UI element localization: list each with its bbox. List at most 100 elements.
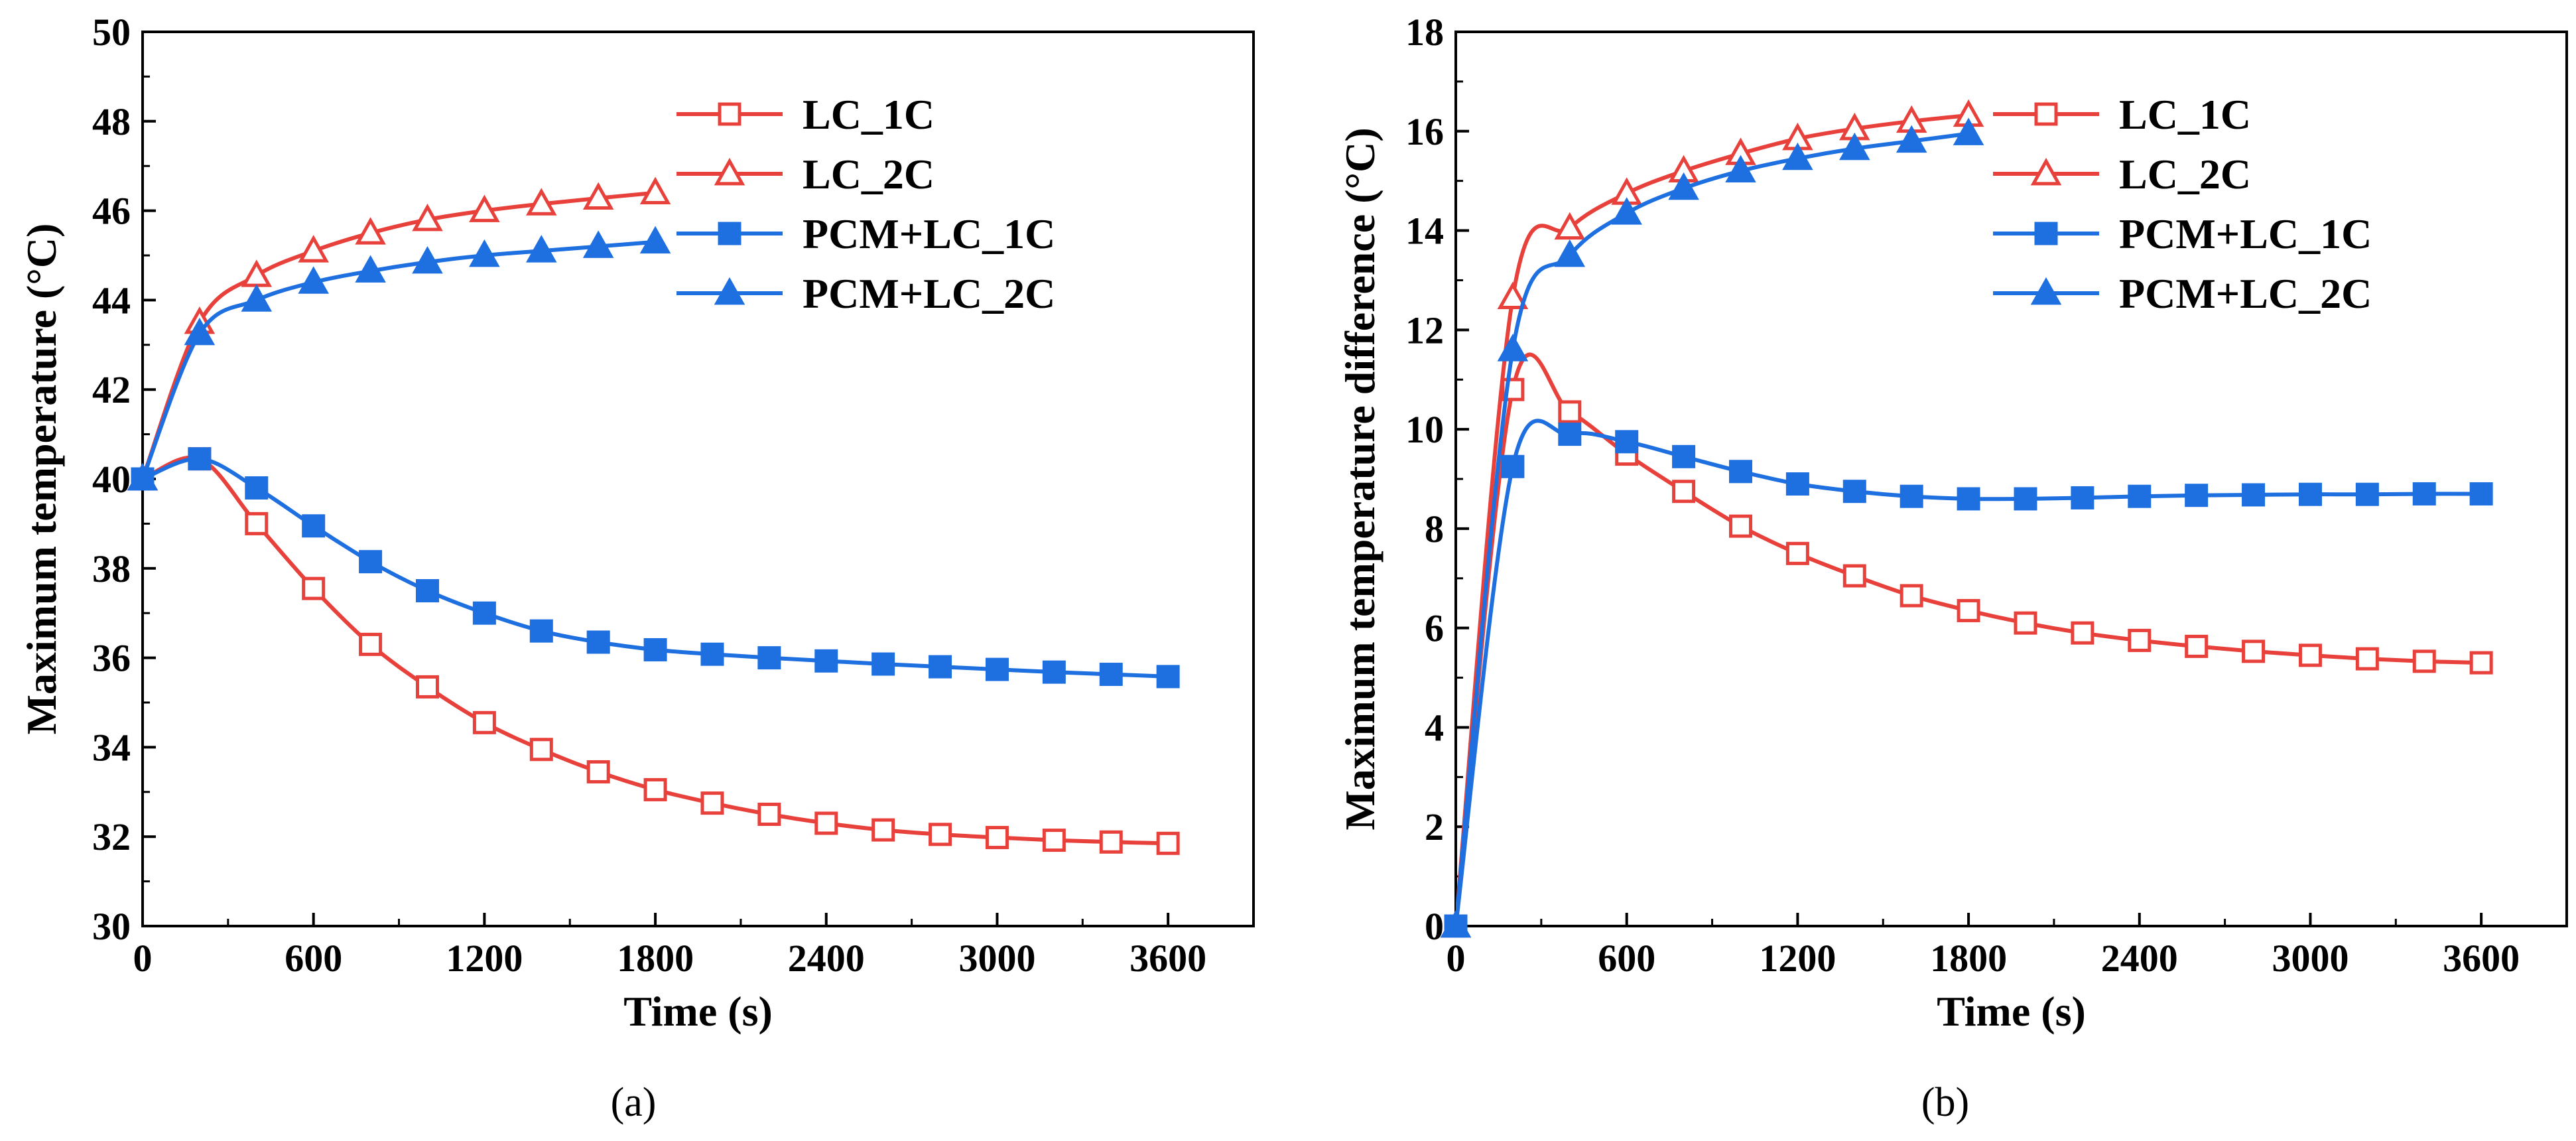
legend-marker [714, 277, 745, 305]
data-point [529, 738, 553, 762]
x-tick-label: 3000 [958, 937, 1035, 980]
data-point [184, 317, 216, 346]
data-point [359, 550, 383, 574]
data-point [2412, 649, 2436, 673]
legend-label: LC_1C [2119, 91, 2251, 138]
data-point [985, 657, 1009, 681]
data-point [2298, 643, 2322, 667]
data-point [929, 655, 952, 679]
x-tick-label: 1200 [1759, 937, 1836, 980]
series-line [1456, 131, 1969, 926]
data-point [1042, 829, 1066, 852]
y-tick-label: 14 [1405, 210, 1444, 253]
legend-label: LC_1C [803, 91, 934, 138]
data-point [1900, 584, 1923, 608]
data-point [469, 239, 500, 267]
x-tick-label: 3600 [1129, 937, 1206, 980]
plot-frame [141, 31, 1255, 927]
y-tick-label: 34 [92, 726, 131, 769]
data-point [1785, 472, 1809, 496]
data-point [814, 811, 838, 835]
data-point [639, 226, 671, 254]
data-point [1725, 155, 1756, 183]
y-tick-label: 30 [92, 905, 131, 948]
data-point [1785, 541, 1809, 565]
legend-item: LC_1C [676, 91, 934, 138]
data-point [2355, 647, 2379, 671]
data-point [1497, 281, 1529, 309]
legend-item: LC_1C [1993, 91, 2251, 138]
data-point [1611, 197, 1642, 225]
data-point [526, 235, 557, 263]
data-point [643, 777, 667, 801]
y-tick-label: 2 [1425, 805, 1444, 848]
data-point [2185, 484, 2209, 507]
data-point [1042, 660, 1066, 684]
data-point [415, 579, 439, 602]
data-point [472, 601, 496, 625]
data-point [1099, 663, 1123, 687]
data-point [582, 182, 614, 210]
y-tick-label: 48 [92, 100, 131, 143]
data-point [814, 649, 838, 673]
data-point [757, 803, 781, 826]
x-axis-title: Time (s) [623, 988, 773, 1035]
series-pcm-lc-2c [1440, 117, 1984, 938]
series-line [1456, 352, 2482, 926]
legend-marker [2034, 102, 2058, 126]
data-point [1156, 665, 1180, 689]
data-point [586, 630, 610, 654]
data-point [469, 194, 500, 222]
data-point [700, 791, 724, 815]
data-point [1953, 117, 1984, 145]
x-tick-label: 3000 [2272, 937, 2349, 980]
data-point [639, 176, 671, 204]
data-point [298, 266, 329, 294]
legend-item: LC_2C [1993, 151, 2251, 198]
panel-label: (b) [1921, 1080, 1969, 1125]
legend-label: PCM+LC_1C [803, 210, 1055, 257]
legend-item: PCM+LC_2C [1993, 270, 2372, 317]
data-point [643, 638, 667, 661]
data-point [245, 511, 269, 535]
series-lc-1c [1444, 352, 2493, 938]
data-point [2242, 483, 2266, 507]
y-tick-label: 10 [1405, 408, 1444, 451]
data-point [871, 818, 895, 842]
data-point [1558, 423, 1582, 446]
data-point [526, 188, 557, 216]
data-point [2242, 639, 2266, 663]
legend-item: PCM+LC_1C [1993, 210, 2372, 257]
x-tick-label: 2400 [2101, 937, 2178, 980]
series-line [1456, 113, 1969, 926]
legend-label: PCM+LC_2C [803, 270, 1055, 317]
data-point [1554, 239, 1586, 267]
x-tick-label: 0 [1447, 937, 1466, 980]
panel-a: 0 600 1200 1800 2400 3000 3600 30 32 34 36 38 40 42 44… [18, 11, 1255, 1125]
data-point [871, 652, 895, 676]
data-point [472, 710, 496, 734]
y-tick-label: 12 [1405, 308, 1444, 352]
data-point [2071, 486, 2094, 509]
data-point [245, 476, 269, 500]
x-axis-title: Time (s) [1937, 988, 2086, 1035]
series-lc-2c [1440, 99, 1984, 938]
legend-marker [714, 157, 745, 186]
data-point [700, 642, 724, 666]
legend-item: PCM+LC_2C [676, 270, 1055, 317]
data-point [2185, 634, 2209, 658]
data-point [1554, 212, 1586, 240]
data-point [1668, 172, 1699, 200]
legend-marker [718, 102, 741, 126]
data-point [302, 576, 326, 600]
data-point [1728, 460, 1752, 484]
plot-frame [1454, 31, 2568, 927]
y-tick-label: 4 [1425, 706, 1444, 749]
x-tick-label: 1800 [1930, 937, 2007, 980]
data-point [1497, 334, 1529, 362]
data-point [241, 284, 273, 312]
data-point [757, 646, 781, 670]
data-point [929, 823, 952, 846]
data-point [1896, 125, 1927, 153]
